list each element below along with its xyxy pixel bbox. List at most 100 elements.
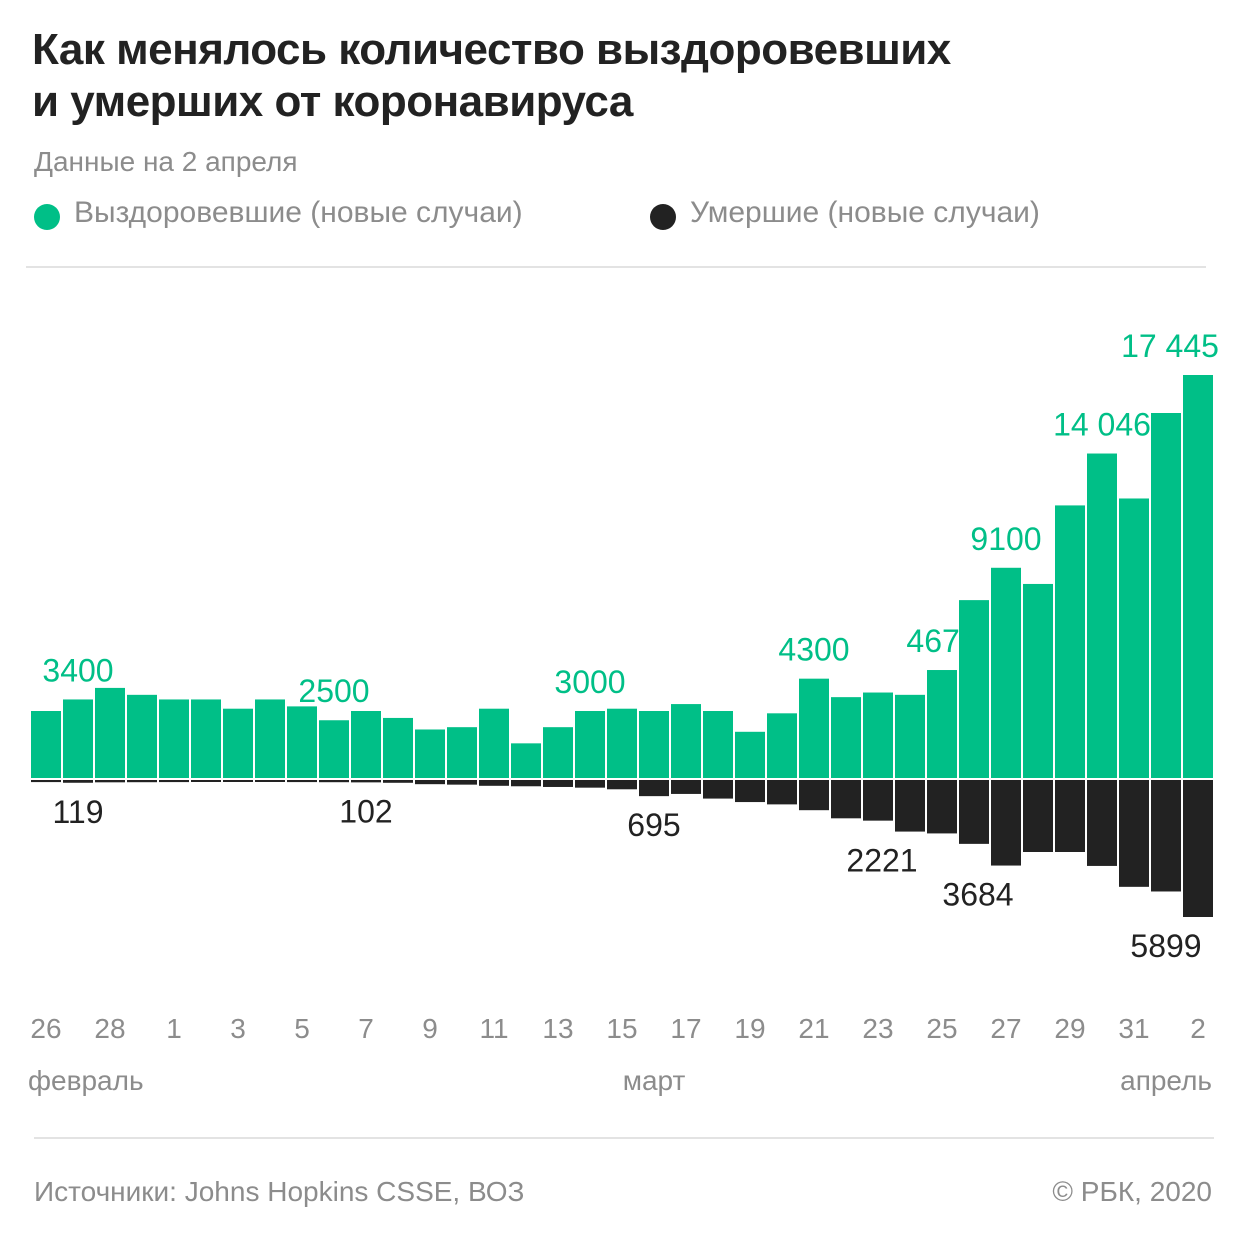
recovered-bar [703,711,733,778]
x-tick-label: 21 [798,1013,829,1044]
deaths-bar [447,780,477,785]
x-tick-label: 9 [422,1013,438,1044]
recovered-bar [415,729,445,778]
deaths-bar [223,780,253,782]
x-tick-label: 25 [926,1013,957,1044]
x-tick-label: 5 [294,1013,310,1044]
recovered-bar [95,687,125,778]
deaths-bar [351,780,381,783]
recovered-bar [543,727,573,778]
recovered-bar [831,697,861,778]
x-tick-label: 15 [606,1013,637,1044]
bottom-divider [34,1137,1214,1139]
x-tick-label: 26 [30,1013,61,1044]
deaths-bar [831,780,861,819]
recovered-bar [1119,498,1149,778]
recovered-bar [479,708,509,778]
recovered-bar [223,708,253,778]
deaths-bar [191,780,221,782]
deaths-bar [639,780,669,797]
recovered-bar [575,711,605,778]
deaths-bar [959,780,989,844]
recovered-bar [511,743,541,778]
recovered-bar [447,727,477,778]
month-label: март [623,1065,686,1096]
deaths-bar [575,780,605,788]
deaths-bar [511,780,541,787]
recovered-value-label: 4300 [778,632,849,668]
x-tick-label: 29 [1054,1013,1085,1044]
x-tick-label: 23 [862,1013,893,1044]
deaths-bar [319,780,349,783]
deaths-bar [63,780,93,783]
recovered-bar [1055,505,1085,778]
recovered-bar [607,708,637,778]
recovered-bar [959,600,989,778]
recovered-value-label: 14 046 [1053,407,1151,443]
recovered-bar [31,711,61,778]
deaths-value-label: 119 [52,794,103,830]
deaths-bar [1183,780,1213,917]
deaths-bar [991,780,1021,866]
x-tick-label: 27 [990,1013,1021,1044]
x-tick-label: 28 [94,1013,125,1044]
deaths-bar [1151,780,1181,892]
chart-subtitle: Данные на 2 апреля [34,146,298,177]
recovered-bar [799,678,829,778]
x-tick-label: 19 [734,1013,765,1044]
recovered-value-label: 17 445 [1121,328,1219,364]
x-tick-label: 2 [1190,1013,1206,1044]
recovered-bar [1023,583,1053,778]
deaths-value-label: 2221 [846,843,917,879]
deaths-bar [95,780,125,783]
deaths-bar [799,780,829,811]
x-tick-label: 3 [230,1013,246,1044]
deaths-bar [31,780,61,783]
x-tick-label: 11 [479,1013,508,1044]
recovered-bar [895,694,925,778]
month-label: апрель [1120,1065,1212,1096]
deaths-value-label: 3684 [942,877,1013,913]
deaths-bar [1023,780,1053,852]
recovered-bar [351,711,381,778]
chart-title: Как менялось количество выздоровевших и … [32,25,951,126]
recovered-bar [1151,413,1181,778]
recovered-bar [319,720,349,778]
deaths-bar [767,780,797,805]
recovered-value-label: 3000 [554,664,625,700]
legend-swatch-recovered [34,204,60,230]
deaths-bar [1055,780,1085,852]
x-tick-label: 1 [166,1013,182,1044]
deaths-value-label: 102 [339,793,392,829]
deaths-bar [927,780,957,834]
recovered-bar [927,670,957,778]
deaths-bar [255,780,285,782]
legend-label-recovered: Выздоровевшие (новые случаи) [74,196,523,229]
deaths-bar [1087,780,1117,866]
deaths-bar [607,780,637,790]
recovered-bar [1087,453,1117,778]
recovered-value-label: 4674 [906,623,977,659]
deaths-bar [1119,780,1149,887]
source-note: Источники: Johns Hopkins CSSE, ВОЗ [34,1176,525,1207]
x-tick-label: 31 [1118,1013,1149,1044]
recovered-value-label: 9100 [970,521,1041,557]
deaths-bar [479,780,509,786]
month-label: февраль [28,1065,144,1096]
deaths-bar [863,780,893,821]
recovered-bar [383,717,413,778]
recovered-value-label: 2500 [298,673,369,709]
recovered-bar [127,694,157,778]
recovered-bar [767,713,797,778]
recovered-bar [639,711,669,778]
legend-swatch-deaths [650,204,676,230]
deaths-bar [287,780,317,783]
deaths-value-label: 695 [627,807,680,843]
copyright: © РБК, 2020 [1052,1176,1212,1207]
recovered-bar [1183,375,1213,778]
recovered-value-label: 3400 [42,652,113,688]
recovered-bar [63,699,93,778]
x-tick-label: 7 [358,1013,374,1044]
deaths-bar [415,780,445,785]
